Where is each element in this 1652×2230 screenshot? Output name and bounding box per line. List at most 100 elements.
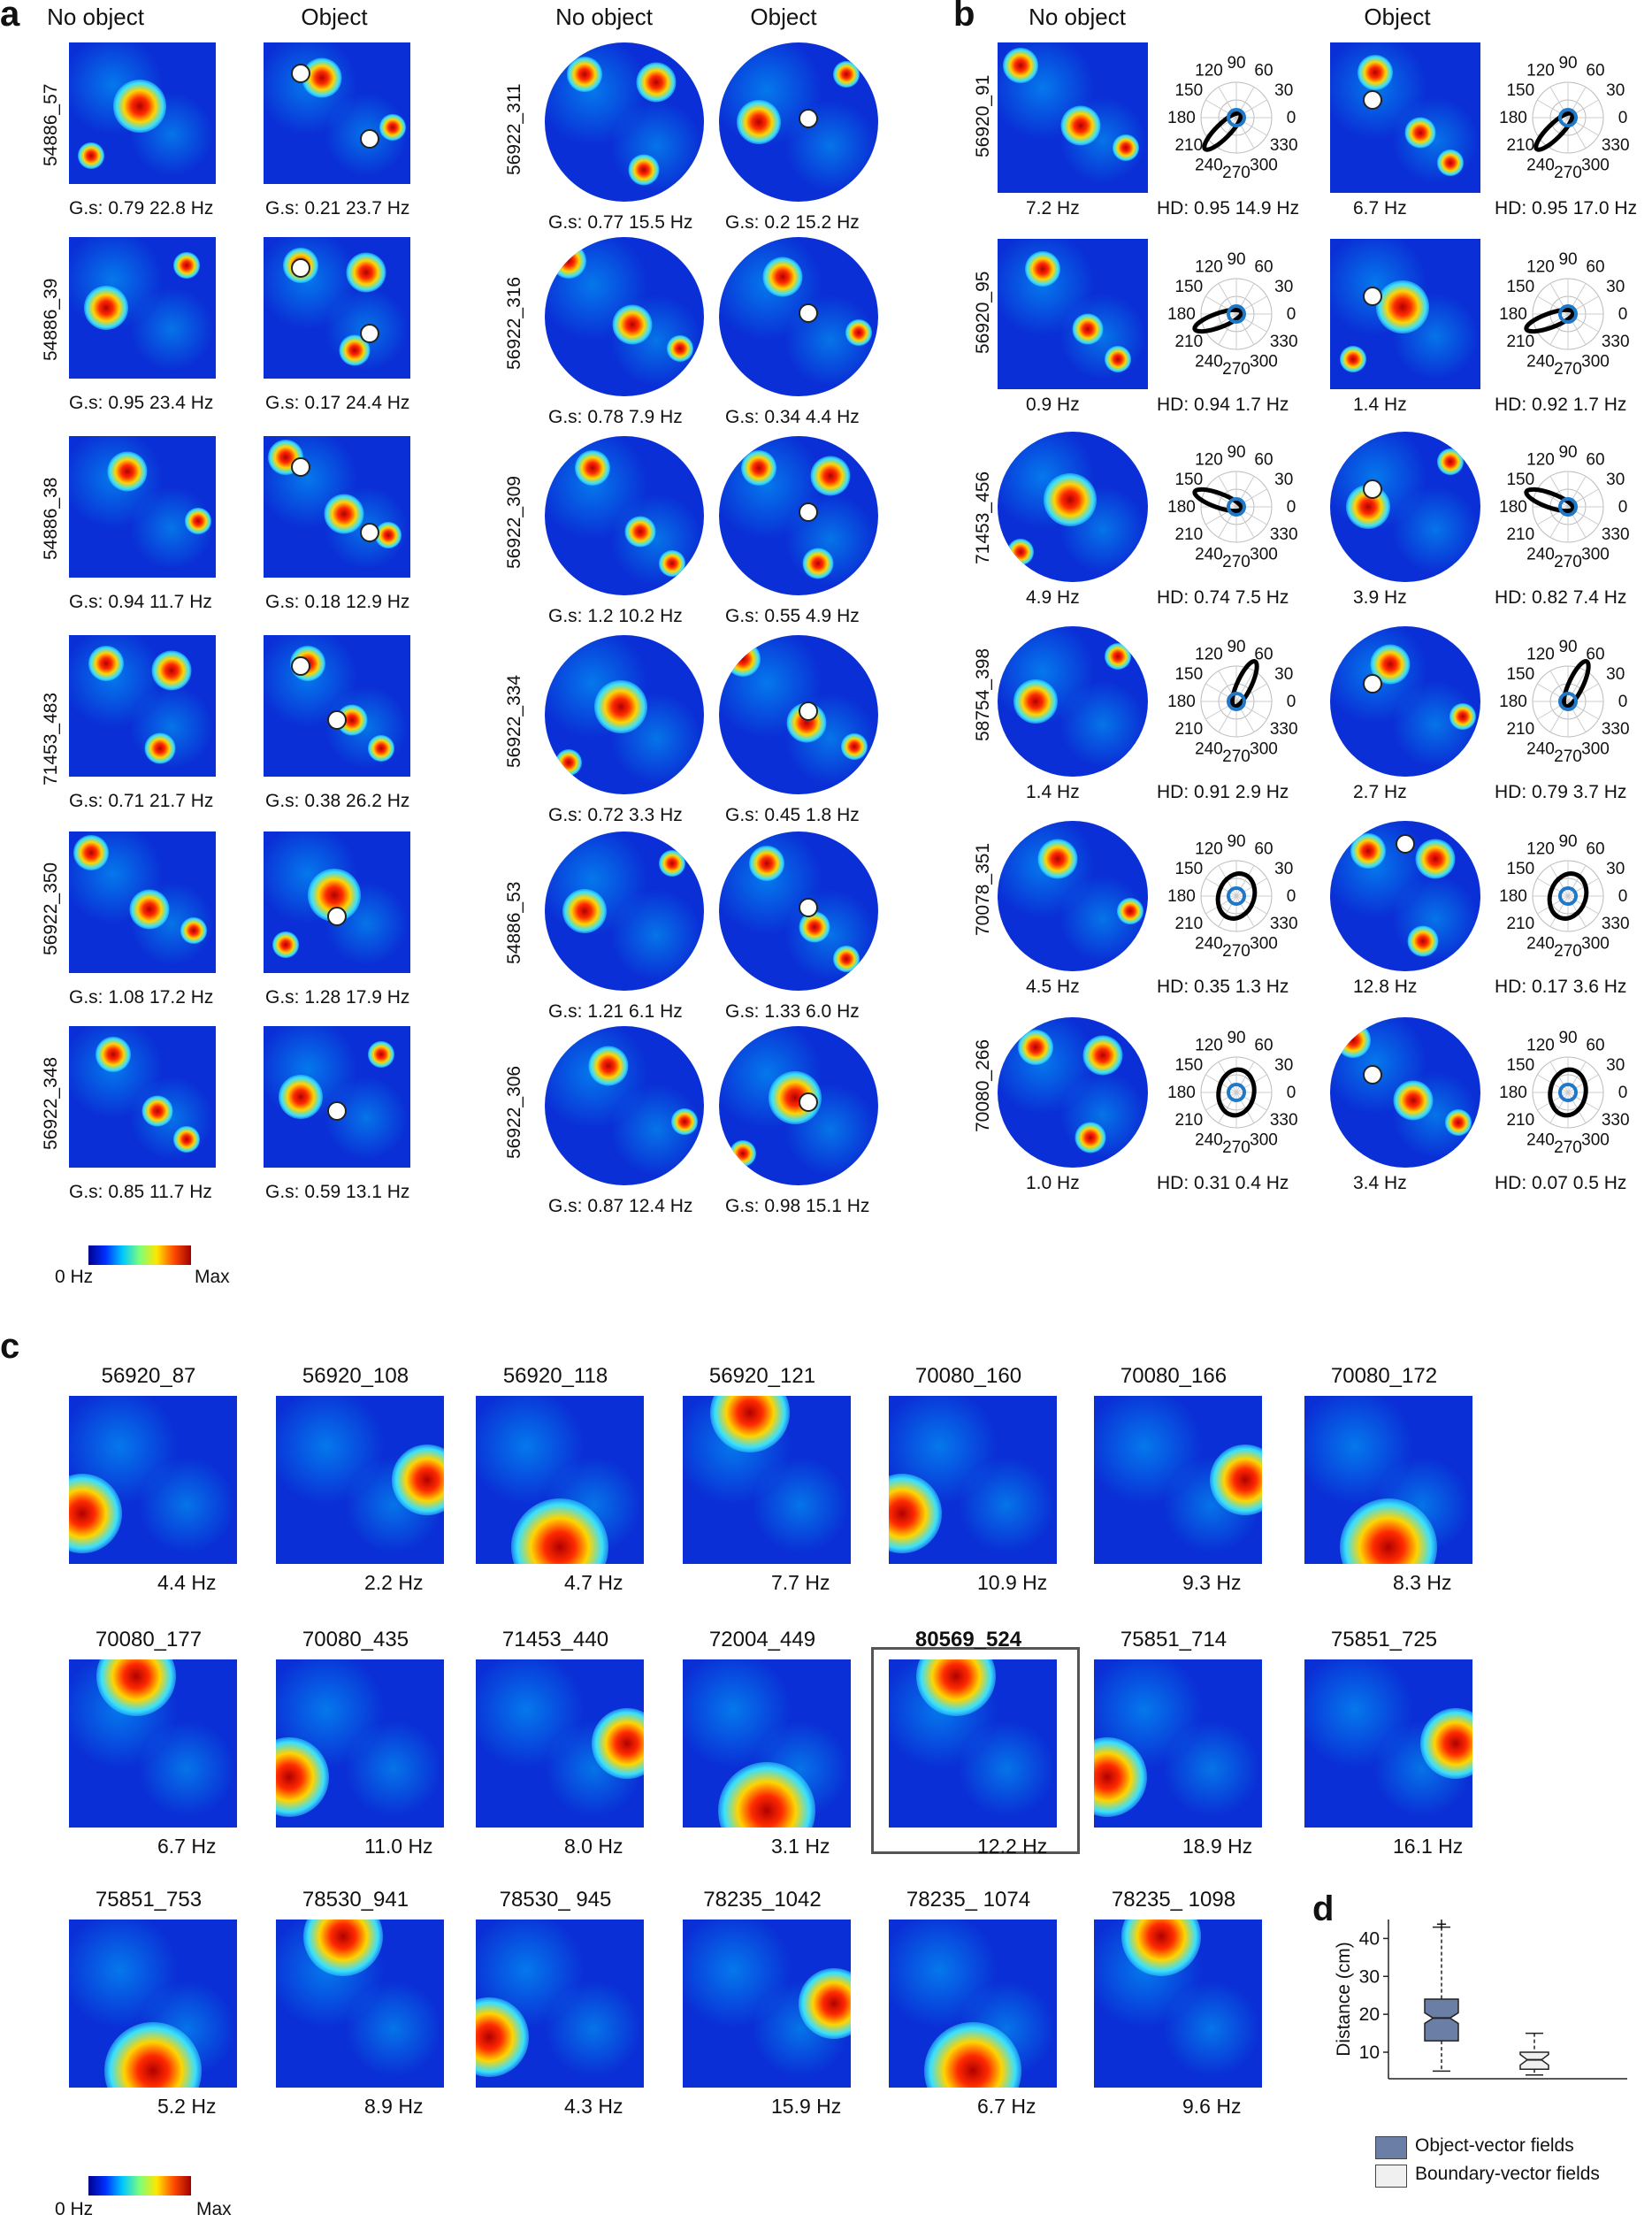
rate-map-no-object bbox=[69, 635, 216, 777]
rate-map-object bbox=[264, 436, 410, 578]
cell-id-a-left: 54886_39 bbox=[41, 278, 61, 361]
firing-field bbox=[924, 2022, 1021, 2088]
firing-field bbox=[1116, 898, 1143, 924]
polar-angle-label: 30 bbox=[1606, 1056, 1625, 1075]
polar-angle-label: 90 bbox=[1227, 832, 1245, 851]
hd-stat-object: HD: 0.79 3.7 Hz bbox=[1495, 782, 1627, 802]
cell-id-a-left: 54886_57 bbox=[41, 83, 61, 166]
polar-angle-label: 270 bbox=[1222, 747, 1250, 766]
polar-angle-label: 270 bbox=[1554, 553, 1582, 571]
polar-angle-label: 300 bbox=[1250, 935, 1278, 954]
polar-angle-label: 270 bbox=[1554, 747, 1582, 766]
firing-field bbox=[104, 2022, 202, 2088]
polar-angle-label: 120 bbox=[1526, 257, 1555, 276]
boundary-rate-map bbox=[1094, 1920, 1262, 2088]
polar-angle-label: 240 bbox=[1526, 740, 1555, 759]
stat-object: G.s: 0.34 4.4 Hz bbox=[725, 407, 860, 427]
firing-field bbox=[833, 946, 860, 972]
firing-field bbox=[172, 1126, 200, 1153]
boundary-cell-id: 75851_753 bbox=[95, 1888, 203, 1912]
boundary-rate-map bbox=[683, 1659, 851, 1828]
boundary-rate-map bbox=[889, 1920, 1057, 2088]
polar-spoke bbox=[1567, 877, 1599, 897]
stat-object: G.s: 0.45 1.8 Hz bbox=[725, 805, 860, 825]
object-marker bbox=[1362, 673, 1382, 694]
cell-id-b: 71453_456 bbox=[973, 471, 993, 564]
polar-angle-label: 60 bbox=[1254, 257, 1273, 276]
polar-angle-label: 90 bbox=[1227, 54, 1245, 73]
stat-no-object: G.s: 1.08 17.2 Hz bbox=[69, 987, 214, 1008]
boundary-rate-map bbox=[69, 1396, 237, 1564]
polar-spoke bbox=[1235, 683, 1267, 702]
box-boundary-vector bbox=[1519, 2051, 1549, 2071]
legend-swatch-object-vector bbox=[1375, 2136, 1407, 2159]
object-marker bbox=[359, 522, 379, 542]
hd-tuning-curve bbox=[1192, 487, 1244, 514]
polar-angle-label: 120 bbox=[1195, 1036, 1223, 1054]
rate-map-object bbox=[719, 436, 878, 595]
polar-angle-label: 210 bbox=[1174, 720, 1203, 739]
polar-angle-label: 180 bbox=[1167, 498, 1196, 517]
rate-map-object bbox=[719, 42, 878, 202]
polar-angle-label: 300 bbox=[1581, 353, 1610, 372]
stat-no-object: G.s: 0.77 15.5 Hz bbox=[548, 212, 693, 233]
polar-angle-label: 210 bbox=[1506, 720, 1534, 739]
firing-field bbox=[379, 114, 407, 141]
firing-field bbox=[83, 286, 128, 330]
polar-angle-label: 90 bbox=[1558, 250, 1577, 269]
polar-spoke bbox=[1235, 877, 1267, 897]
boundary-rate-map bbox=[889, 1396, 1057, 1564]
rate-map-object bbox=[1330, 626, 1480, 777]
polar-angle-label: 0 bbox=[1287, 1084, 1296, 1102]
firing-field bbox=[1340, 1498, 1437, 1564]
cell-id-b: 56920_91 bbox=[973, 74, 993, 157]
object-marker bbox=[798, 898, 818, 918]
stat-no-object: G.s: 1.2 10.2 Hz bbox=[548, 606, 683, 626]
object-marker bbox=[290, 64, 310, 84]
polar-spoke bbox=[1218, 1092, 1237, 1123]
polar-angle-label: 330 bbox=[1602, 525, 1630, 544]
polar-angle-label: 30 bbox=[1274, 860, 1293, 878]
hd-tuning-curve bbox=[1547, 871, 1589, 921]
polar-angle-label: 270 bbox=[1222, 942, 1250, 961]
polar-angle-label: 300 bbox=[1250, 157, 1278, 175]
polar-angle-label: 240 bbox=[1195, 1131, 1223, 1150]
rate-map-object bbox=[1330, 1017, 1480, 1168]
hd-stat-no-object: HD: 0.31 0.4 Hz bbox=[1157, 1173, 1289, 1193]
polar-angle-label: 90 bbox=[1558, 54, 1577, 73]
polar-angle-label: 330 bbox=[1602, 720, 1630, 739]
boundary-cell-id: 78530_ 945 bbox=[499, 1888, 612, 1912]
cell-id-a-right: 56922_316 bbox=[504, 276, 524, 370]
polar-angle-label: 60 bbox=[1254, 61, 1273, 80]
boundary-cell-id: 78235_ 1074 bbox=[906, 1888, 1031, 1912]
object-marker bbox=[1396, 833, 1415, 854]
boundary-cell-id: 56920_87 bbox=[101, 1364, 196, 1388]
highlight-box-80569-524 bbox=[871, 1647, 1080, 1854]
firing-field bbox=[710, 1396, 790, 1452]
boundary-cell-id: 75851_725 bbox=[1330, 1628, 1438, 1651]
polar-angle-label: 150 bbox=[1174, 471, 1203, 489]
boundary-rate: 8.0 Hz bbox=[564, 1835, 623, 1858]
rate-map-no-object bbox=[998, 42, 1148, 193]
firing-field bbox=[749, 846, 784, 881]
rate-map-no-object bbox=[69, 237, 216, 379]
boundary-rate: 7.7 Hz bbox=[771, 1571, 830, 1594]
rate-map-no-object bbox=[998, 239, 1148, 389]
polar-angle-label: 60 bbox=[1254, 1036, 1273, 1054]
polar-angle-label: 270 bbox=[1554, 1138, 1582, 1157]
firing-field bbox=[594, 680, 648, 733]
hd-tuning-curve bbox=[1561, 658, 1591, 709]
rate-object: 1.4 Hz bbox=[1353, 395, 1407, 415]
colorbar-c bbox=[88, 2176, 191, 2196]
firing-field bbox=[1072, 313, 1104, 345]
cell-id-a-right: 56922_311 bbox=[504, 83, 524, 175]
firing-field bbox=[172, 252, 200, 279]
hd-stat-object: HD: 0.95 17.0 Hz bbox=[1495, 198, 1638, 218]
polar-angle-label: 60 bbox=[1586, 1036, 1604, 1054]
rate-map-no-object bbox=[998, 432, 1148, 582]
polar-angle-label: 300 bbox=[1581, 157, 1610, 175]
